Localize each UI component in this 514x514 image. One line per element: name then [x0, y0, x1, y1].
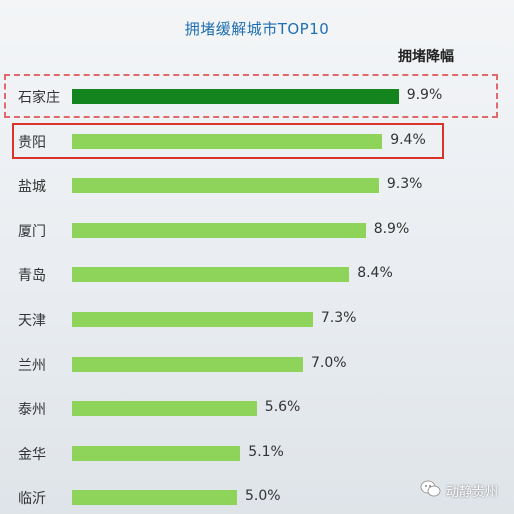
value-label: 9.9%: [406, 87, 443, 103]
bar: [72, 445, 241, 461]
bar: [72, 133, 383, 149]
category-label: 石家庄: [18, 90, 60, 106]
value-label: 7.0%: [311, 354, 347, 371]
bar: [72, 222, 366, 238]
category-label: 天津: [18, 313, 46, 329]
wechat-icon: [420, 480, 441, 497]
value-label: 9.3%: [386, 176, 423, 193]
legend-label: 拥堵降幅: [398, 49, 454, 65]
highlight-box-dashed: [4, 74, 498, 118]
watermark: 动静贵州: [420, 478, 510, 502]
category-label: 贵阳: [18, 134, 46, 151]
category-label: 青岛: [18, 268, 46, 285]
bar: [72, 312, 313, 327]
bar: [72, 356, 303, 372]
value-label: 5.1%: [248, 443, 284, 460]
value-label: 5.0%: [245, 488, 281, 505]
category-label: 盐城: [18, 179, 46, 196]
bar: [72, 490, 237, 506]
category-label: 金华: [18, 446, 46, 463]
value-label: 8.4%: [357, 265, 393, 282]
bar: [72, 89, 399, 104]
category-label: 临沂: [18, 491, 46, 508]
bar: [72, 178, 379, 194]
highlight-box-solid: [12, 122, 444, 159]
value-label: 7.3%: [320, 310, 357, 326]
value-label: 8.9%: [373, 220, 410, 237]
category-label: 泰州: [18, 402, 46, 419]
bar: [72, 267, 350, 283]
bar: [72, 401, 257, 417]
category-label: 厦门: [18, 223, 46, 240]
category-label: 兰州: [18, 357, 46, 374]
chart-title: 拥堵缓解城市TOP10: [184, 20, 330, 38]
value-label: 9.4%: [390, 131, 426, 148]
value-label: 5.6%: [264, 399, 301, 416]
watermark-text: 动静贵州: [446, 485, 499, 500]
